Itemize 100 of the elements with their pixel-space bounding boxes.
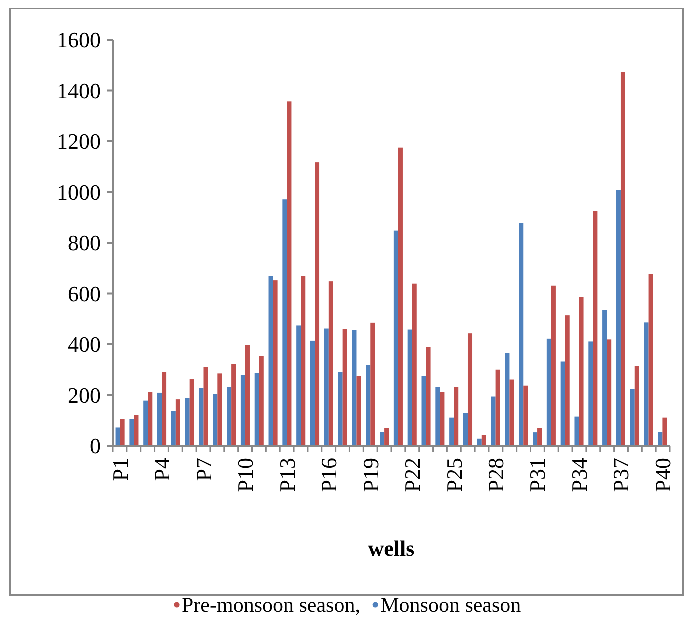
y-tick-label: 200 — [68, 382, 101, 408]
bar — [398, 148, 403, 446]
bar — [134, 415, 139, 446]
bar — [245, 345, 250, 446]
bar — [644, 322, 649, 446]
bar — [342, 329, 348, 446]
bar — [199, 388, 204, 446]
bar — [120, 419, 125, 446]
x-tick-label: P37 — [608, 458, 634, 492]
bar — [366, 365, 371, 446]
bar — [190, 380, 194, 446]
bar — [634, 366, 640, 446]
legend-label: Monsoon season — [380, 593, 522, 617]
bar — [658, 432, 663, 446]
x-tick-label: P22 — [400, 458, 426, 492]
bar — [384, 428, 390, 446]
bar — [240, 375, 246, 446]
bar — [254, 373, 260, 446]
bar — [408, 330, 412, 446]
y-tick-label: 600 — [68, 281, 101, 306]
bar — [422, 376, 426, 446]
x-tick-label: P19 — [358, 458, 384, 492]
bar — [268, 276, 274, 446]
bar — [463, 413, 468, 446]
bar — [213, 394, 218, 446]
bar — [162, 372, 167, 446]
x-axis-title: wells — [368, 536, 416, 561]
bar — [662, 418, 668, 446]
bar — [380, 432, 385, 446]
bar — [426, 347, 431, 446]
bar — [324, 328, 329, 446]
y-tick-label: 1200 — [57, 129, 101, 154]
bar — [259, 356, 264, 446]
x-tick-label: P40 — [650, 458, 676, 492]
bar — [538, 428, 542, 446]
bar — [352, 330, 357, 446]
bar — [130, 419, 134, 446]
bar — [218, 374, 222, 446]
x-tick-label: P1 — [108, 458, 133, 482]
y-tick-label: 0 — [90, 434, 101, 459]
y-tick-label: 1000 — [57, 180, 101, 205]
bar — [579, 297, 584, 446]
y-tick-label: 800 — [68, 230, 101, 256]
bar — [574, 416, 580, 446]
bar — [593, 211, 598, 446]
bar — [436, 387, 440, 446]
bar — [524, 386, 528, 446]
bar — [510, 380, 514, 446]
bar — [116, 428, 120, 446]
bar — [496, 370, 500, 446]
x-tick-label: P28 — [484, 458, 509, 492]
bar — [394, 230, 398, 446]
x-tick-label: P13 — [274, 458, 300, 492]
bar — [450, 418, 454, 446]
bar — [546, 338, 552, 446]
bar — [282, 200, 288, 446]
bar — [468, 334, 473, 446]
bar — [296, 326, 302, 446]
bar — [273, 280, 278, 446]
bar — [533, 432, 538, 446]
bar — [315, 162, 320, 446]
x-tick-label: P10 — [233, 458, 258, 492]
bar — [648, 274, 654, 446]
bar — [176, 400, 180, 446]
x-tick-label: P25 — [442, 458, 467, 492]
y-tick-label: 1600 — [57, 28, 101, 53]
bar — [505, 353, 510, 446]
x-tick-label: P4 — [150, 458, 175, 482]
bar — [440, 392, 445, 446]
bar — [171, 411, 176, 446]
x-tick-label: P34 — [566, 458, 592, 492]
bar — [287, 102, 292, 446]
bar — [602, 310, 608, 446]
bar — [158, 392, 162, 446]
bar — [204, 367, 208, 446]
bar — [565, 316, 570, 446]
bar — [328, 282, 334, 446]
y-tick-label: 400 — [68, 332, 101, 358]
bar — [144, 400, 148, 446]
y-tick-label: 1400 — [57, 78, 101, 104]
bar — [454, 387, 459, 446]
bar — [560, 362, 566, 446]
legend-label: Pre-monsoon season, — [182, 593, 360, 617]
bar — [412, 284, 417, 446]
x-tick-label: P7 — [191, 458, 216, 482]
bar — [519, 223, 524, 446]
bar — [588, 342, 594, 446]
bar — [491, 396, 496, 446]
x-tick-label: P16 — [316, 458, 342, 492]
bar — [227, 387, 232, 446]
bar — [607, 340, 612, 446]
x-tick-label: P31 — [525, 458, 550, 492]
bar — [232, 364, 236, 446]
bar — [616, 190, 621, 446]
bar — [370, 322, 376, 446]
bar — [356, 376, 362, 446]
bar — [338, 372, 343, 446]
bar — [148, 392, 153, 446]
bar — [185, 398, 190, 446]
bar — [310, 340, 316, 446]
